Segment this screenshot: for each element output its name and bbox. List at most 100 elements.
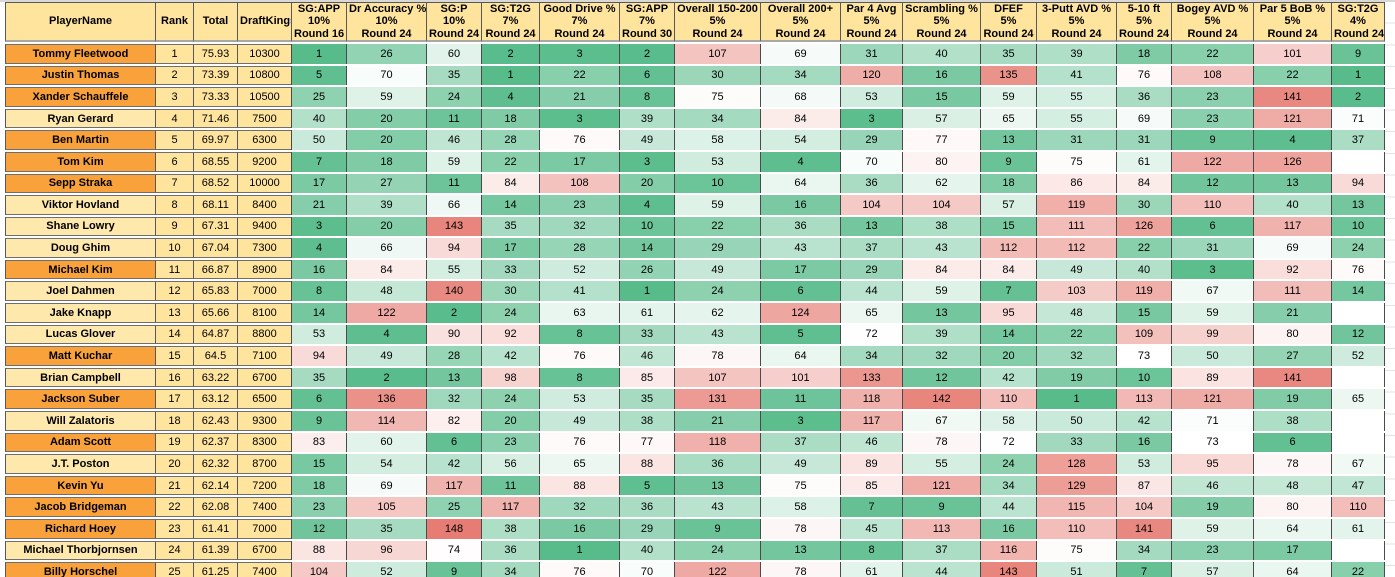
- stat-rank-cell[interactable]: 1: [619, 281, 674, 302]
- total-cell[interactable]: 73.33: [193, 87, 237, 107]
- column-header-stat[interactable]: Bogey AVD % 5% Round 24: [1171, 2, 1253, 42]
- stat-rank-cell[interactable]: 10: [1331, 216, 1385, 237]
- stat-rank-cell[interactable]: 37: [1331, 130, 1385, 150]
- stat-rank-cell[interactable]: 9: [1331, 43, 1385, 64]
- total-cell[interactable]: 61.39: [193, 540, 237, 561]
- stat-rank-cell[interactable]: 108: [1171, 65, 1253, 86]
- stat-rank-cell[interactable]: 69: [1116, 108, 1171, 129]
- stat-rank-cell[interactable]: 49: [1036, 259, 1116, 280]
- stat-rank-cell[interactable]: 35: [481, 216, 539, 237]
- stat-rank-cell[interactable]: 78: [760, 519, 840, 539]
- stat-rank-cell[interactable]: 35: [619, 389, 674, 410]
- stat-rank-cell[interactable]: 58: [980, 411, 1036, 431]
- stat-rank-cell[interactable]: 28: [539, 238, 619, 258]
- stat-rank-cell[interactable]: 26: [619, 259, 674, 280]
- draftkings-salary-cell[interactable]: 9300: [237, 411, 291, 431]
- stat-rank-cell[interactable]: 36: [760, 216, 840, 237]
- draftkings-salary-cell[interactable]: 10800: [237, 65, 291, 86]
- stat-rank-cell[interactable]: 19: [1253, 389, 1331, 410]
- stat-rank-cell[interactable]: 30: [1116, 195, 1171, 215]
- stat-rank-cell[interactable]: 52: [1331, 346, 1385, 366]
- draftkings-salary-cell[interactable]: 8300: [237, 432, 291, 453]
- stat-rank-cell[interactable]: 16: [291, 259, 346, 280]
- stat-rank-cell[interactable]: 21: [1253, 303, 1331, 323]
- rank-cell[interactable]: 22: [155, 497, 193, 517]
- stat-rank-cell[interactable]: 22: [1253, 65, 1331, 86]
- stat-rank-cell[interactable]: 21: [674, 411, 760, 431]
- stat-rank-cell[interactable]: 117: [1253, 216, 1331, 237]
- stat-rank-cell[interactable]: 49: [674, 259, 760, 280]
- stat-rank-cell[interactable]: 1: [539, 540, 619, 561]
- draftkings-salary-cell[interactable]: 8100: [237, 303, 291, 323]
- stat-rank-cell[interactable]: 18: [481, 108, 539, 129]
- stat-rank-cell[interactable]: 53: [674, 151, 760, 172]
- stat-rank-cell[interactable]: 124: [760, 303, 840, 323]
- stat-rank-cell[interactable]: 36: [1116, 87, 1171, 107]
- stat-rank-cell[interactable]: 143: [980, 562, 1036, 577]
- stat-rank-cell[interactable]: 5: [291, 65, 346, 86]
- stat-rank-cell[interactable]: 78: [674, 346, 760, 366]
- stat-rank-cell[interactable]: 110: [1331, 497, 1385, 517]
- rank-cell[interactable]: 7: [155, 173, 193, 194]
- stat-rank-cell[interactable]: 103: [1036, 281, 1116, 302]
- stat-rank-cell[interactable]: 126: [1116, 216, 1171, 237]
- stat-rank-cell[interactable]: 110: [1171, 195, 1253, 215]
- rank-cell[interactable]: 25: [155, 562, 193, 577]
- stat-rank-cell[interactable]: 41: [539, 281, 619, 302]
- stat-rank-cell[interactable]: 1: [1331, 65, 1385, 86]
- stat-rank-cell[interactable]: 7: [1116, 562, 1171, 577]
- stat-rank-cell[interactable]: 21: [291, 195, 346, 215]
- stat-rank-cell[interactable]: 14: [1331, 281, 1385, 302]
- draftkings-salary-cell[interactable]: 6500: [237, 389, 291, 410]
- stat-rank-cell[interactable]: 49: [346, 346, 426, 366]
- stat-rank-cell[interactable]: 14: [619, 238, 674, 258]
- stat-rank-cell[interactable]: 111: [1036, 216, 1116, 237]
- stat-rank-cell[interactable]: 24: [1331, 238, 1385, 258]
- stat-rank-cell[interactable]: 59: [346, 87, 426, 107]
- stat-rank-cell[interactable]: 33: [619, 324, 674, 345]
- stat-rank-cell[interactable]: 29: [840, 130, 902, 150]
- stat-rank-cell[interactable]: 29: [674, 238, 760, 258]
- stat-rank-cell[interactable]: 49: [760, 454, 840, 474]
- total-cell[interactable]: 68.52: [193, 173, 237, 194]
- stat-rank-cell[interactable]: 23: [1171, 87, 1253, 107]
- stat-rank-cell[interactable]: 89: [840, 454, 902, 474]
- rank-cell[interactable]: 14: [155, 324, 193, 345]
- column-header-stat[interactable]: DFEF 5% Round 24: [980, 2, 1036, 42]
- player-name-cell[interactable]: Joel Dahmen: [5, 281, 155, 302]
- stat-rank-cell[interactable]: 20: [346, 216, 426, 237]
- stat-rank-cell[interactable]: 3: [1171, 259, 1253, 280]
- stat-rank-cell[interactable]: 73: [1171, 432, 1253, 453]
- stat-rank-cell[interactable]: 31: [1116, 130, 1171, 150]
- total-cell[interactable]: 63.22: [193, 367, 237, 388]
- stat-rank-cell[interactable]: 39: [346, 195, 426, 215]
- stat-rank-cell[interactable]: 16: [902, 65, 980, 86]
- stat-rank-cell[interactable]: 50: [1171, 346, 1253, 366]
- column-header-stat[interactable]: Overall 200+ 5% Round 24: [760, 2, 840, 42]
- stat-rank-cell[interactable]: 32: [539, 216, 619, 237]
- stat-rank-cell[interactable]: 61: [840, 562, 902, 577]
- stat-rank-cell[interactable]: 49: [619, 130, 674, 150]
- stat-rank-cell[interactable]: 62: [674, 303, 760, 323]
- stat-rank-cell[interactable]: 84: [1116, 173, 1171, 194]
- stat-rank-cell[interactable]: 94: [426, 238, 481, 258]
- stat-rank-cell[interactable]: 29: [619, 519, 674, 539]
- stat-rank-cell[interactable]: 2: [346, 367, 426, 388]
- stat-rank-cell[interactable]: 47: [1331, 475, 1385, 496]
- stat-rank-cell[interactable]: 46: [619, 346, 674, 366]
- stat-rank-cell[interactable]: 67: [1331, 454, 1385, 474]
- stat-rank-cell[interactable]: 56: [481, 454, 539, 474]
- stat-rank-cell[interactable]: 26: [346, 43, 426, 64]
- stat-rank-cell[interactable]: [1331, 303, 1385, 323]
- stat-rank-cell[interactable]: 13: [902, 303, 980, 323]
- stat-rank-cell[interactable]: 3: [539, 108, 619, 129]
- stat-rank-cell[interactable]: 84: [346, 259, 426, 280]
- stat-rank-cell[interactable]: 119: [1036, 195, 1116, 215]
- stat-rank-cell[interactable]: 131: [674, 389, 760, 410]
- total-cell[interactable]: 73.39: [193, 65, 237, 86]
- column-header-stat[interactable]: SG:T2G 7% Round 24: [481, 2, 539, 42]
- draftkings-salary-cell[interactable]: 10300: [237, 43, 291, 64]
- stat-rank-cell[interactable]: 36: [840, 173, 902, 194]
- total-cell[interactable]: 63.12: [193, 389, 237, 410]
- player-name-cell[interactable]: Michael Kim: [5, 259, 155, 280]
